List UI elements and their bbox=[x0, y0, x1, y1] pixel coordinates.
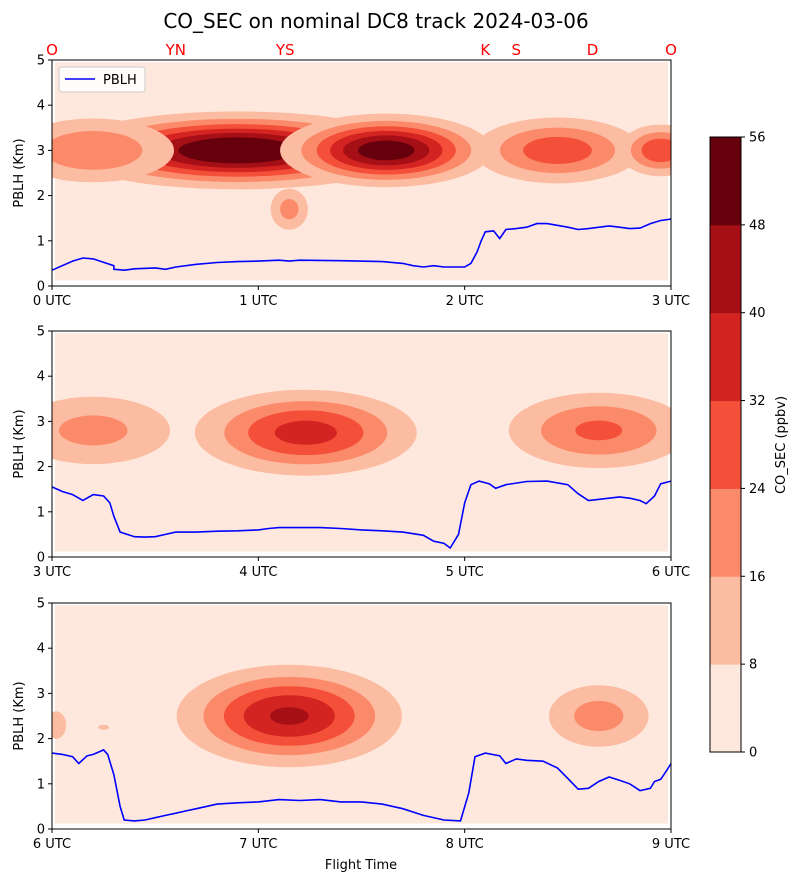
x-tick-label: 0 UTC bbox=[33, 294, 71, 309]
y-tick-label: 0 bbox=[37, 551, 45, 566]
site-label: S bbox=[511, 41, 521, 59]
x-tick-label: 7 UTC bbox=[239, 837, 277, 852]
panel-2: 0 1 2 3 4 5 3 UTC 4 UTC 5 UTC 6 UTC PBLH (Km) bbox=[12, 325, 690, 581]
legend-label: PBLH bbox=[103, 73, 137, 88]
contour-band-16-24 bbox=[52, 131, 143, 170]
y-tick-label: 1 bbox=[37, 505, 45, 520]
site-label: O bbox=[46, 41, 58, 59]
colorbar-tick-label: 24 bbox=[749, 482, 766, 497]
contour-field bbox=[52, 62, 671, 281]
panel-1: 0 1 2 3 4 5 0 UTC 1 UTC 2 UTC 3 UTC PBLH (Km) PBLH bbox=[12, 54, 690, 310]
contour-field bbox=[52, 333, 671, 552]
pblh-line bbox=[51, 480, 672, 550]
contour-band-24-32 bbox=[641, 138, 671, 163]
panel-3: 0 1 2 3 4 5 6 UTC 7 UTC 8 UTC 9 UTC PBLH (Km) bbox=[12, 597, 690, 853]
colorbar-segment bbox=[710, 488, 741, 577]
site-label: O bbox=[665, 41, 677, 59]
x-tick-label: 4 UTC bbox=[239, 565, 277, 580]
x-tick-label: 6 UTC bbox=[33, 837, 71, 852]
y-tick-label: 1 bbox=[37, 234, 45, 249]
x-tick-label: 3 UTC bbox=[652, 294, 690, 309]
contour-band-16-24 bbox=[280, 199, 299, 220]
y-tick-label: 3 bbox=[37, 687, 45, 702]
y-tick-label: 2 bbox=[37, 189, 45, 204]
y-tick-label: 2 bbox=[37, 732, 45, 747]
legend-box bbox=[58, 66, 146, 93]
y-tick-label: 5 bbox=[37, 597, 45, 612]
legend: PBLH bbox=[58, 66, 146, 93]
plot-frame bbox=[51, 59, 672, 287]
y-tick-label: 0 bbox=[37, 823, 45, 838]
contour-band-40-48 bbox=[269, 707, 309, 725]
site-label: YS bbox=[275, 41, 295, 59]
y-tick-label: 1 bbox=[37, 777, 45, 792]
y-tick-label: 4 bbox=[37, 642, 45, 657]
colorbar-label: CO_SEC (ppbv) bbox=[774, 396, 789, 494]
site-label: K bbox=[480, 41, 491, 59]
x-tick-label: 3 UTC bbox=[33, 565, 71, 580]
contour-band-8-16 bbox=[98, 724, 110, 730]
colorbar-tick-label: 40 bbox=[749, 306, 766, 321]
y-tick-label: 0 bbox=[37, 280, 45, 295]
y-tick-label: 4 bbox=[37, 370, 45, 385]
y-tick-label: 3 bbox=[37, 144, 45, 159]
colorbar-tick-label: 56 bbox=[749, 131, 766, 146]
chart-title: CO_SEC on nominal DC8 track 2024-03-06 bbox=[163, 9, 588, 33]
contour-band-24-32 bbox=[523, 136, 592, 164]
x-tick-label: 2 UTC bbox=[446, 294, 484, 309]
x-tick-label: 9 UTC bbox=[652, 837, 690, 852]
colorbar: 0 8 16 24 32 40 48 56 bbox=[709, 131, 766, 761]
colorbar-segment bbox=[710, 137, 741, 226]
colorbar-tick-label: 32 bbox=[749, 394, 766, 409]
contour-band-48-56 bbox=[178, 137, 297, 164]
colorbar-segment bbox=[710, 664, 741, 753]
contour-band-32-40 bbox=[274, 420, 337, 445]
y-tick-label: 3 bbox=[37, 415, 45, 430]
colorbar-tick-label: 8 bbox=[749, 658, 757, 673]
y-tick-label: 5 bbox=[37, 54, 45, 69]
x-tick-label: 1 UTC bbox=[239, 294, 277, 309]
contour-band-24-32 bbox=[575, 420, 623, 441]
x-axis-label: Flight Time bbox=[325, 858, 397, 873]
plot-frame bbox=[51, 330, 672, 558]
x-tick-label: 8 UTC bbox=[446, 837, 484, 852]
colorbar-frame bbox=[709, 136, 742, 753]
y-tick-label: 5 bbox=[37, 325, 45, 340]
y-axis-label: PBLH (Km) bbox=[12, 138, 27, 207]
colorbar-tick-label: 16 bbox=[749, 570, 766, 585]
pblh-line bbox=[51, 748, 672, 822]
contour-band-8-16 bbox=[52, 711, 67, 739]
site-labels: O YN YS K S D O bbox=[46, 41, 677, 59]
colorbar-tick-label: 48 bbox=[749, 218, 766, 233]
contour-field bbox=[52, 605, 668, 824]
colorbar-segment bbox=[710, 576, 741, 665]
y-axis-label: PBLH (Km) bbox=[12, 409, 27, 478]
x-tick-label: 5 UTC bbox=[446, 565, 484, 580]
y-tick-label: 2 bbox=[37, 460, 45, 475]
contour-band-16-24 bbox=[59, 415, 128, 446]
contour-band-48-56 bbox=[358, 140, 415, 161]
colorbar-segment bbox=[710, 400, 741, 489]
colorbar-tick-label: 0 bbox=[749, 746, 757, 761]
site-label: D bbox=[587, 41, 599, 59]
colorbar-segment bbox=[710, 224, 741, 314]
colorbar-segment bbox=[710, 312, 741, 402]
y-axis-label: PBLH (Km) bbox=[12, 681, 27, 750]
contour-band-16-24 bbox=[574, 700, 624, 732]
x-tick-label: 6 UTC bbox=[652, 565, 690, 580]
plot-frame bbox=[51, 602, 672, 830]
site-label: YN bbox=[165, 41, 186, 59]
pblh-line bbox=[51, 218, 672, 272]
y-tick-label: 4 bbox=[37, 99, 45, 114]
